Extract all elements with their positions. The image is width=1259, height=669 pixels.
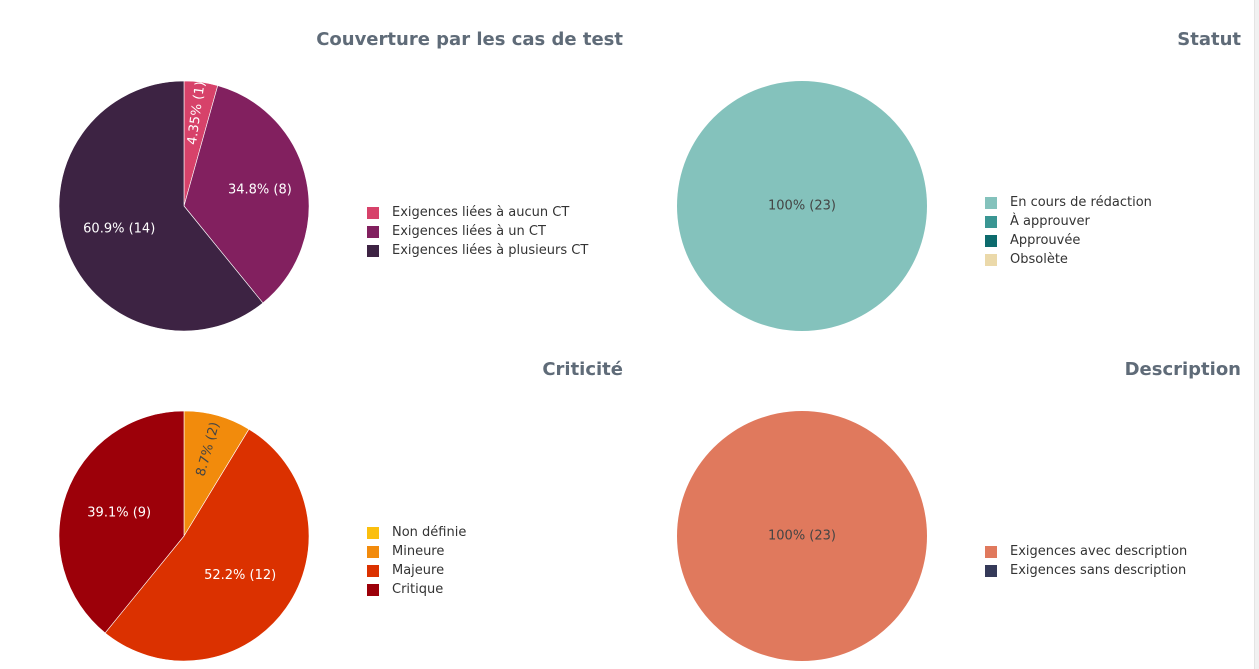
slice-label: 52.2% (12) <box>204 568 276 583</box>
legend-label: Mineure <box>392 544 445 559</box>
slice-label: 100% (23) <box>768 199 836 214</box>
legend: En cours de rédaction À approuver Approuvé… <box>985 193 1152 269</box>
pie-slice[interactable] <box>183 85 310 304</box>
pie-slice[interactable] <box>104 428 310 662</box>
legend-label: Approuvée <box>1010 233 1081 248</box>
legend-item[interactable]: Exigences liées à un CT <box>367 222 588 241</box>
legend-swatch <box>367 225 379 238</box>
legend-label: Majeure <box>392 563 445 578</box>
legend-item[interactable]: Majeure <box>367 561 466 580</box>
chart-title: Description <box>1124 359 1241 380</box>
legend-item[interactable]: En cours de rédaction <box>985 193 1152 212</box>
legend-label: Exigences sans description <box>1010 563 1187 578</box>
chart-title: Criticité <box>542 359 623 380</box>
slice-label: 34.8% (8) <box>228 183 292 198</box>
legend-label: Exigences avec description <box>1010 544 1188 559</box>
legend-swatch <box>367 545 379 558</box>
legend-label: Non définie <box>392 525 467 540</box>
legend: Exigences liées à aucun CT Exigences liée… <box>367 203 588 260</box>
legend-label: À approuver <box>1010 214 1090 229</box>
legend-swatch <box>985 215 997 228</box>
legend-swatch <box>367 206 379 219</box>
slice-label: 100% (23) <box>768 529 836 544</box>
legend-swatch <box>367 244 379 257</box>
chart-title: Statut <box>1177 29 1241 50</box>
legend: Exigences avec description Exigences sans… <box>985 542 1187 580</box>
legend: Non définie Mineure Majeure Critique <box>367 523 466 599</box>
chart-title: Couverture par les cas de test <box>316 29 623 50</box>
pie-slice[interactable] <box>58 80 264 332</box>
pie-slice[interactable] <box>677 81 927 331</box>
legend-swatch <box>367 583 379 596</box>
legend-item[interactable]: Obsolète <box>985 250 1152 269</box>
legend-item[interactable]: Exigences liées à plusieurs CT <box>367 241 588 260</box>
legend-swatch <box>985 234 997 247</box>
legend-item[interactable]: Approuvée <box>985 231 1152 250</box>
legend-item[interactable]: Exigences sans description <box>985 561 1187 580</box>
legend-item[interactable]: Non définie <box>367 523 466 542</box>
legend-swatch <box>985 564 997 577</box>
legend-item[interactable]: Exigences liées à aucun CT <box>367 203 588 222</box>
legend-item[interactable]: À approuver <box>985 212 1152 231</box>
legend-swatch <box>367 564 379 577</box>
legend-item[interactable]: Exigences avec description <box>985 542 1187 561</box>
legend-label: Exigences liées à un CT <box>392 224 546 239</box>
pie-slice[interactable] <box>677 411 927 661</box>
pie-slice[interactable] <box>58 410 185 634</box>
legend-swatch <box>985 545 997 558</box>
legend-label: En cours de rédaction <box>1010 195 1152 210</box>
legend-item[interactable]: Critique <box>367 580 466 599</box>
legend-label: Exigences liées à plusieurs CT <box>392 243 589 258</box>
slice-label: 39.1% (9) <box>87 505 151 520</box>
legend-swatch <box>985 196 997 209</box>
legend-label: Exigences liées à aucun CT <box>392 205 570 220</box>
slice-label: 60.9% (14) <box>83 222 155 237</box>
legend-swatch <box>367 526 379 539</box>
legend-label: Obsolète <box>1010 252 1068 267</box>
legend-item[interactable]: Mineure <box>367 542 466 561</box>
scrollbar[interactable] <box>1254 0 1259 669</box>
legend-swatch <box>985 253 997 266</box>
legend-label: Critique <box>392 582 444 597</box>
